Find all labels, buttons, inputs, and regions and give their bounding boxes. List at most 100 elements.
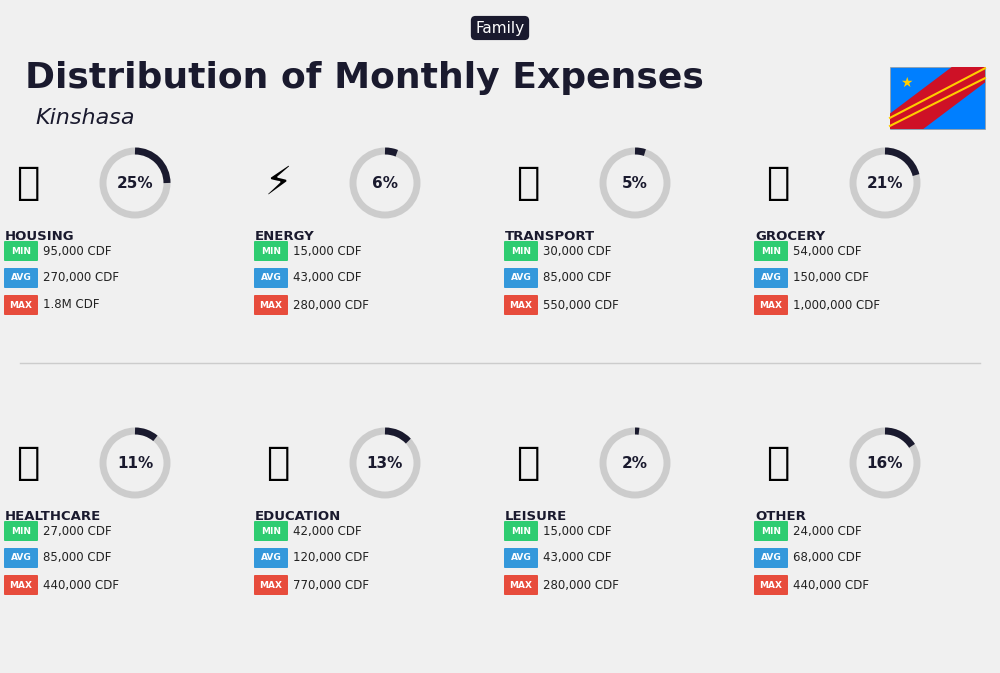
Text: MAX: MAX: [260, 301, 283, 310]
Text: HOUSING: HOUSING: [5, 230, 75, 243]
Text: MIN: MIN: [511, 246, 531, 256]
Text: ⚡: ⚡: [264, 164, 292, 202]
Text: 15,000 CDF: 15,000 CDF: [293, 244, 362, 258]
Text: 43,000 CDF: 43,000 CDF: [293, 271, 362, 285]
FancyBboxPatch shape: [254, 268, 288, 288]
Text: ENERGY: ENERGY: [255, 230, 315, 243]
Text: 120,000 CDF: 120,000 CDF: [293, 551, 369, 565]
FancyBboxPatch shape: [504, 575, 538, 595]
Text: 💰: 💰: [766, 444, 790, 482]
FancyBboxPatch shape: [754, 295, 788, 315]
Text: EDUCATION: EDUCATION: [255, 510, 341, 523]
Text: MAX: MAX: [760, 301, 782, 310]
Text: 280,000 CDF: 280,000 CDF: [293, 299, 369, 312]
Text: 95,000 CDF: 95,000 CDF: [43, 244, 112, 258]
FancyBboxPatch shape: [254, 241, 288, 261]
Text: GROCERY: GROCERY: [755, 230, 825, 243]
Text: MIN: MIN: [511, 526, 531, 536]
Text: 43,000 CDF: 43,000 CDF: [543, 551, 612, 565]
Text: 5%: 5%: [622, 176, 648, 190]
Text: 🏢: 🏢: [16, 164, 40, 202]
Text: 🛒: 🛒: [766, 164, 790, 202]
Text: MIN: MIN: [261, 526, 281, 536]
FancyBboxPatch shape: [254, 521, 288, 541]
Text: 1.8M CDF: 1.8M CDF: [43, 299, 100, 312]
Text: OTHER: OTHER: [755, 510, 806, 523]
FancyBboxPatch shape: [754, 548, 788, 568]
Text: MIN: MIN: [761, 526, 781, 536]
FancyBboxPatch shape: [754, 575, 788, 595]
Text: MIN: MIN: [261, 246, 281, 256]
Text: 21%: 21%: [867, 176, 903, 190]
Text: 270,000 CDF: 270,000 CDF: [43, 271, 119, 285]
Text: 🏥: 🏥: [16, 444, 40, 482]
Text: 1,000,000 CDF: 1,000,000 CDF: [793, 299, 880, 312]
Text: Distribution of Monthly Expenses: Distribution of Monthly Expenses: [25, 61, 704, 95]
Text: AVG: AVG: [261, 553, 281, 563]
Text: 25%: 25%: [117, 176, 153, 190]
FancyBboxPatch shape: [254, 295, 288, 315]
Text: TRANSPORT: TRANSPORT: [505, 230, 595, 243]
Text: 2%: 2%: [622, 456, 648, 470]
FancyBboxPatch shape: [504, 295, 538, 315]
Text: 54,000 CDF: 54,000 CDF: [793, 244, 862, 258]
Text: 🛍: 🛍: [516, 444, 540, 482]
Text: 30,000 CDF: 30,000 CDF: [543, 244, 611, 258]
Text: MIN: MIN: [11, 526, 31, 536]
Text: 85,000 CDF: 85,000 CDF: [543, 271, 611, 285]
Text: 6%: 6%: [372, 176, 398, 190]
FancyBboxPatch shape: [890, 67, 985, 129]
FancyBboxPatch shape: [254, 548, 288, 568]
Text: 15,000 CDF: 15,000 CDF: [543, 524, 612, 538]
FancyBboxPatch shape: [4, 575, 38, 595]
Text: ★: ★: [900, 76, 912, 90]
FancyBboxPatch shape: [254, 575, 288, 595]
Text: MIN: MIN: [11, 246, 31, 256]
Text: 770,000 CDF: 770,000 CDF: [293, 579, 369, 592]
Text: 16%: 16%: [867, 456, 903, 470]
Text: MAX: MAX: [260, 581, 283, 590]
Text: 280,000 CDF: 280,000 CDF: [543, 579, 619, 592]
Text: LEISURE: LEISURE: [505, 510, 567, 523]
Text: HEALTHCARE: HEALTHCARE: [5, 510, 101, 523]
Text: 🎓: 🎓: [266, 444, 290, 482]
FancyBboxPatch shape: [4, 521, 38, 541]
FancyBboxPatch shape: [754, 241, 788, 261]
Text: 68,000 CDF: 68,000 CDF: [793, 551, 862, 565]
Text: AVG: AVG: [511, 553, 531, 563]
FancyBboxPatch shape: [504, 548, 538, 568]
Text: Kinshasa: Kinshasa: [35, 108, 134, 128]
Text: AVG: AVG: [761, 553, 781, 563]
Text: MIN: MIN: [761, 246, 781, 256]
FancyBboxPatch shape: [504, 268, 538, 288]
FancyBboxPatch shape: [754, 521, 788, 541]
FancyBboxPatch shape: [4, 295, 38, 315]
FancyBboxPatch shape: [504, 241, 538, 261]
Text: 85,000 CDF: 85,000 CDF: [43, 551, 111, 565]
Text: AVG: AVG: [11, 273, 31, 283]
Text: AVG: AVG: [11, 553, 31, 563]
Text: MAX: MAX: [760, 581, 782, 590]
Text: 24,000 CDF: 24,000 CDF: [793, 524, 862, 538]
Text: 42,000 CDF: 42,000 CDF: [293, 524, 362, 538]
Text: MAX: MAX: [10, 301, 32, 310]
Text: MAX: MAX: [10, 581, 32, 590]
FancyBboxPatch shape: [754, 268, 788, 288]
FancyBboxPatch shape: [4, 548, 38, 568]
FancyBboxPatch shape: [504, 521, 538, 541]
Text: 440,000 CDF: 440,000 CDF: [793, 579, 869, 592]
Text: 550,000 CDF: 550,000 CDF: [543, 299, 619, 312]
Text: MAX: MAX: [510, 581, 532, 590]
Text: 440,000 CDF: 440,000 CDF: [43, 579, 119, 592]
Text: Family: Family: [475, 20, 525, 36]
Text: 11%: 11%: [117, 456, 153, 470]
Text: AVG: AVG: [261, 273, 281, 283]
Text: AVG: AVG: [511, 273, 531, 283]
FancyBboxPatch shape: [4, 241, 38, 261]
Text: 150,000 CDF: 150,000 CDF: [793, 271, 869, 285]
Text: 🚌: 🚌: [516, 164, 540, 202]
Text: AVG: AVG: [761, 273, 781, 283]
Text: 27,000 CDF: 27,000 CDF: [43, 524, 112, 538]
FancyBboxPatch shape: [4, 268, 38, 288]
Polygon shape: [890, 67, 985, 129]
